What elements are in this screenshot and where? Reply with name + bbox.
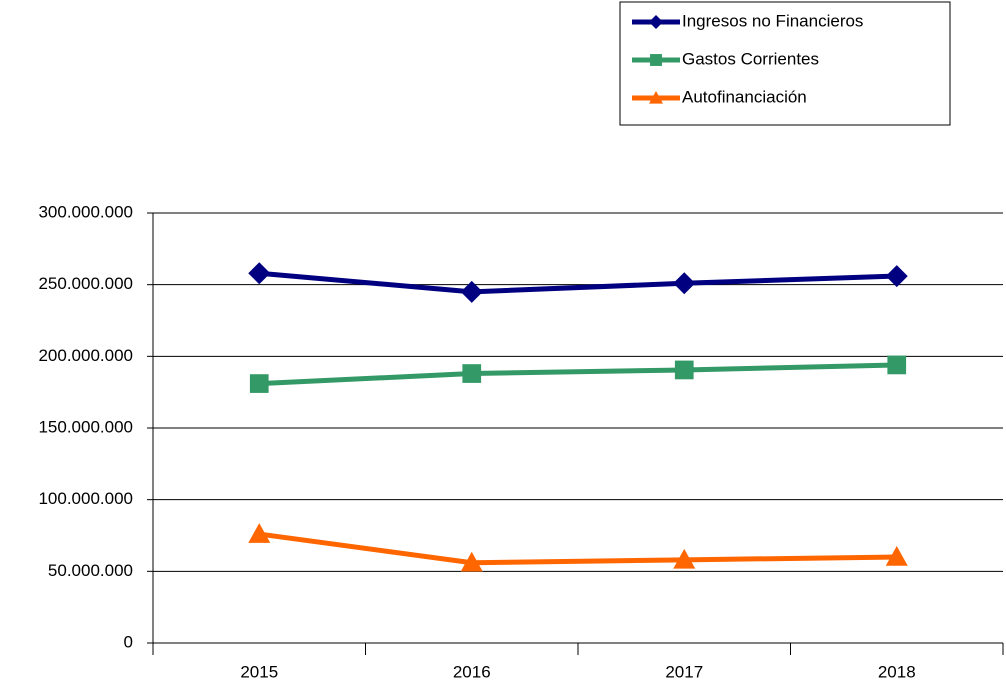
- y-tick-label: 100.000.000: [38, 489, 133, 508]
- legend-label: Autofinanciación: [682, 87, 807, 106]
- y-tick-label: 300.000.000: [38, 202, 133, 221]
- marker: [649, 91, 663, 104]
- legend-label: Ingresos no Financieros: [682, 11, 863, 30]
- series-line: [258, 531, 897, 566]
- marker: [248, 262, 271, 285]
- y-tick-label: 150.000.000: [38, 417, 133, 436]
- marker: [885, 546, 908, 566]
- marker: [460, 280, 483, 303]
- marker: [674, 360, 694, 380]
- marker: [649, 15, 663, 29]
- legend-label: Gastos Corrientes: [682, 49, 819, 68]
- marker: [673, 272, 696, 295]
- y-tick-label: 0: [124, 632, 133, 651]
- marker: [249, 374, 269, 393]
- marker: [885, 265, 908, 288]
- marker: [650, 54, 662, 66]
- x-tick-label: 2017: [665, 662, 703, 681]
- x-tick-label: 2016: [453, 662, 491, 681]
- x-tick-label: 2015: [240, 662, 278, 681]
- marker: [673, 548, 696, 569]
- x-tick-label: 2018: [878, 662, 916, 681]
- series-line: [259, 362, 897, 387]
- y-tick-label: 250.000.000: [38, 274, 133, 293]
- marker: [460, 551, 483, 572]
- marker: [462, 364, 482, 383]
- y-tick-label: 200.000.000: [38, 346, 133, 365]
- series-line: [259, 270, 897, 295]
- marker: [887, 355, 907, 375]
- marker: [248, 523, 271, 543]
- y-tick-label: 50.000.000: [48, 561, 133, 580]
